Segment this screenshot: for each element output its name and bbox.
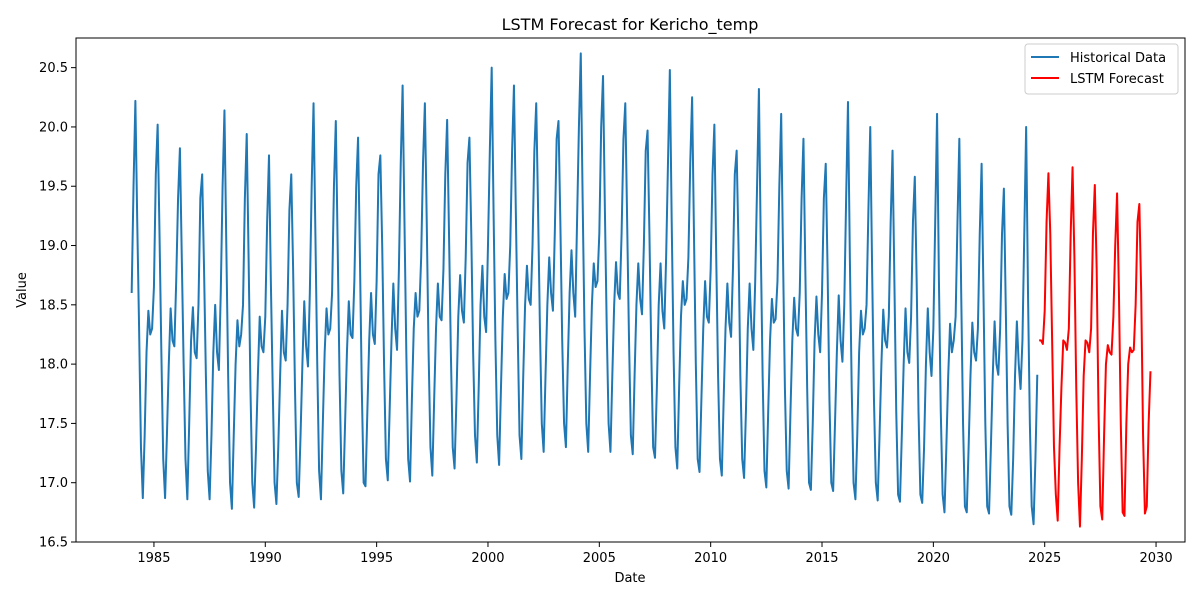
x-tick-label: 2015 [805, 551, 838, 566]
x-tick-label: 2020 [917, 551, 950, 566]
legend: Historical Data LSTM Forecast [1024, 43, 1179, 95]
y-tick-label: 16.5 [39, 536, 68, 551]
series-line-lstm-forecast [1039, 166, 1152, 528]
y-axis-label: Value [15, 272, 30, 308]
y-axis-ticks: 16.5 17.0 17.5 18.0 18.5 19.0 19.5 20.0 20.5 [39, 61, 76, 551]
legend-box [1024, 43, 1179, 95]
y-tick-label: 20.5 [39, 61, 68, 76]
x-tick-label: 2010 [694, 551, 727, 566]
x-tick-label: 1985 [137, 551, 170, 566]
y-tick-label: 18.5 [39, 298, 68, 313]
x-tick-label: 2030 [1140, 551, 1173, 566]
plot-frame [75, 37, 1186, 543]
y-tick-label: 19.0 [39, 239, 68, 254]
y-tick-label: 18.0 [39, 358, 68, 373]
x-tick-label: 1995 [360, 551, 393, 566]
x-axis-label: Date [614, 571, 645, 586]
x-tick-label: 2005 [583, 551, 616, 566]
series-layer [130, 52, 1152, 528]
chart-title: LSTM Forecast for Kericho_temp [502, 15, 759, 35]
y-tick-label: 19.5 [39, 180, 68, 195]
y-tick-label: 20.0 [39, 120, 68, 135]
legend-label-historical-data: Historical Data [1070, 51, 1166, 66]
x-tick-label: 1990 [249, 551, 282, 566]
x-tick-label: 2025 [1028, 551, 1061, 566]
x-tick-label: 2000 [471, 551, 504, 566]
y-tick-label: 17.0 [39, 476, 68, 491]
x-axis-ticks: 1985 1990 1995 2000 2005 2010 2015 2020 2025 2030 [137, 542, 1173, 566]
series-line-historical-data [130, 52, 1039, 526]
y-tick-label: 17.5 [39, 417, 68, 432]
legend-label-lstm-forecast: LSTM Forecast [1070, 72, 1164, 87]
